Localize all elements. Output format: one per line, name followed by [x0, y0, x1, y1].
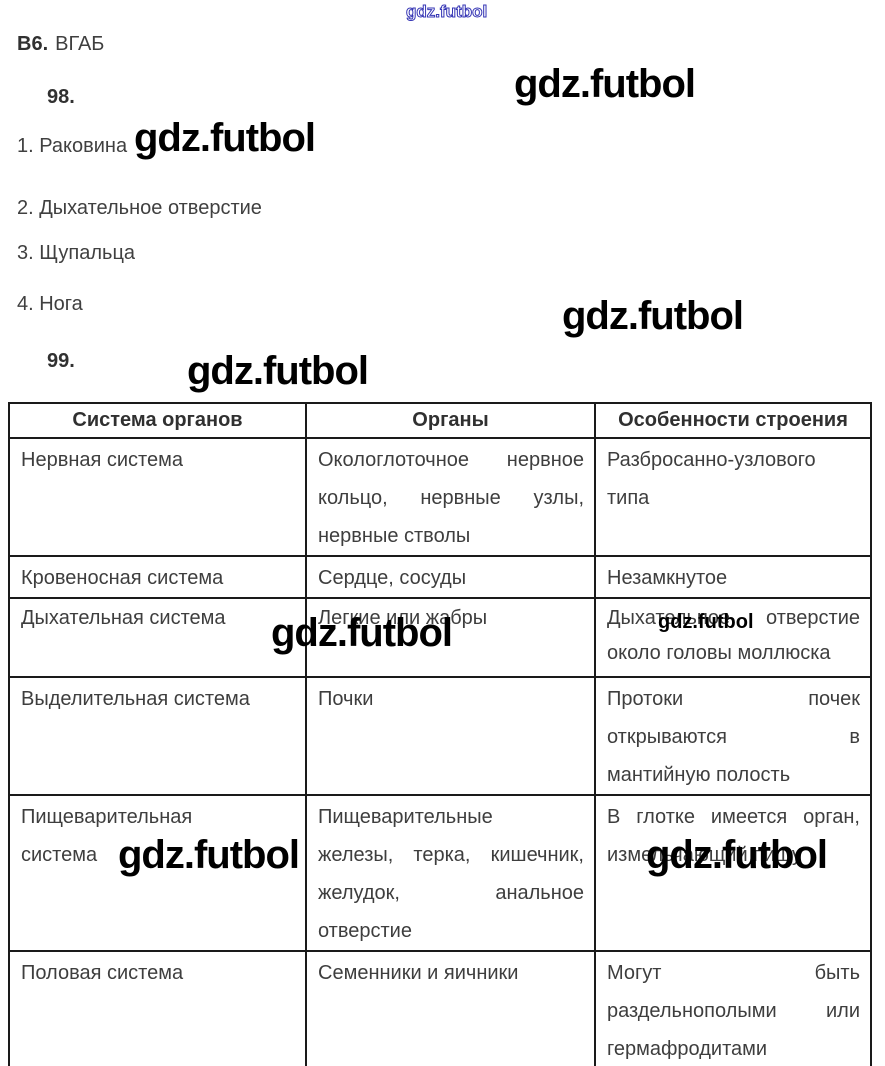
table-row: Дыхательная система Легкие или жабры Дыхат…: [8, 597, 872, 678]
list-item: 2. Дыхательное отверстие: [17, 197, 262, 219]
cell-line: железы, терка, кишечник,: [318, 844, 584, 866]
table-cell: Пищеварительные железы, терка, кишечник, жел…: [305, 794, 596, 952]
table-header-row: Система органов Органы Особенности строени…: [8, 402, 872, 439]
table-cell: Незамкнутое: [594, 555, 872, 599]
cell-line: Могут быть: [607, 962, 860, 984]
table-row: Выделительная система Почки Протоки почек от…: [8, 676, 872, 796]
organ-systems-table: Система органов Органы Особенности строени…: [8, 402, 872, 1066]
cell-line: типа: [607, 487, 650, 509]
watermark-gdz-futbol-small: gdz.futbol: [658, 611, 754, 633]
cell-line: желудок, анальное: [318, 882, 584, 904]
cell-line: гермафродитами: [607, 1038, 768, 1060]
table-row: Пищеварительная система Пищеварительные жел…: [8, 794, 872, 952]
cell-line: отверстие: [318, 920, 412, 942]
cell-line: Окологлоточное нервное: [318, 449, 584, 471]
list-item: 1. Раковина: [17, 135, 128, 157]
watermark-gdz-futbol: gdz.futbol: [187, 349, 369, 393]
cell-line: Почки: [318, 688, 374, 710]
cell-line: Легкие или жабры: [318, 607, 488, 629]
table-cell: Сердце, сосуды: [305, 555, 596, 599]
table-cell: Дыхательное отверстие около головы моллюск…: [594, 597, 872, 678]
table-cell: Протоки почек открываются в мантийную полост…: [594, 676, 872, 796]
answer-b6: В6. ВГАБ: [17, 33, 104, 56]
watermark-gdz-futbol: gdz.futbol: [562, 294, 744, 338]
table-cell: Почки: [305, 676, 596, 796]
table-cell: Легкие или жабры: [305, 597, 596, 678]
cell-line: система: [21, 844, 98, 866]
cell-line: открываются в: [607, 726, 860, 748]
table-cell: Пищеварительная система: [8, 794, 307, 952]
table-cell: Могут быть раздельнополыми или гермафродитам…: [594, 950, 872, 1066]
cell-line: Выделительная система: [21, 688, 250, 710]
watermark-gdz-futbol: gdz.futbol: [134, 116, 316, 160]
table-cell: Дыхательная система: [8, 597, 307, 678]
cell-line: около головы моллюска: [607, 642, 831, 664]
cell-line: Пищеварительные: [318, 806, 493, 828]
watermark-gdz-futbol: gdz.futbol: [646, 833, 828, 877]
cell-line: Протоки почек: [607, 688, 860, 710]
list-item: 3. Щупальца: [17, 242, 136, 264]
cell-line: Нервная система: [21, 449, 183, 471]
cell-line: Разбросанно-узлового: [607, 449, 816, 471]
column-header: Особенности строения: [594, 402, 872, 439]
cell-line: нервные стволы: [318, 525, 471, 547]
cell-line: Половая система: [21, 962, 184, 984]
watermark-gdz-futbol-outline: gdz.futbol: [405, 2, 488, 22]
answer-b6-value: ВГАБ: [55, 33, 105, 55]
table-cell: Нервная система: [8, 437, 307, 557]
cell-line: Незамкнутое: [607, 567, 728, 589]
cell-line: Кровеносная система: [21, 567, 224, 589]
cell-line: Дыхательная система: [21, 607, 226, 629]
watermark-gdz-futbol: gdz.futbol: [118, 833, 300, 877]
question-number-99: 99.: [47, 350, 75, 372]
question-number-98: 98.: [47, 86, 75, 108]
watermark-gdz-futbol: gdz.futbol: [514, 62, 696, 106]
table-cell: Кровеносная система: [8, 555, 307, 599]
cell-line: Сердце, сосуды: [318, 567, 467, 589]
cell-line: Пищеварительная: [21, 806, 193, 828]
table-row: Нервная система Окологлоточное нервное коль…: [8, 437, 872, 557]
cell-line: кольцо, нервные узлы,: [318, 487, 584, 509]
column-header: Система органов: [8, 402, 307, 439]
table-cell: Семенники и яичники: [305, 950, 596, 1066]
cell-line: Семенники и яичники: [318, 962, 519, 984]
cell-line: измельчающий пищу: [607, 844, 802, 866]
cell-line: Дыхательное отверстие: [607, 607, 860, 629]
table-cell: Половая система: [8, 950, 307, 1066]
column-header: Органы: [305, 402, 596, 439]
table-cell: Разбросанно-узлового типа: [594, 437, 872, 557]
list-item: 4. Нога: [17, 293, 83, 315]
watermark-gdz-futbol: gdz.futbol: [271, 611, 453, 655]
table-row: Половая система Семенники и яичники Могут б…: [8, 950, 872, 1066]
table-cell: Выделительная система: [8, 676, 307, 796]
answer-b6-label: В6.: [17, 33, 49, 55]
table-row: Кровеносная система Сердце, сосуды Незамкн…: [8, 555, 872, 599]
cell-line: мантийную полость: [607, 764, 791, 786]
table-cell: Окологлоточное нервное кольцо, нервные узлы,…: [305, 437, 596, 557]
cell-line: раздельнополыми или: [607, 1000, 860, 1022]
